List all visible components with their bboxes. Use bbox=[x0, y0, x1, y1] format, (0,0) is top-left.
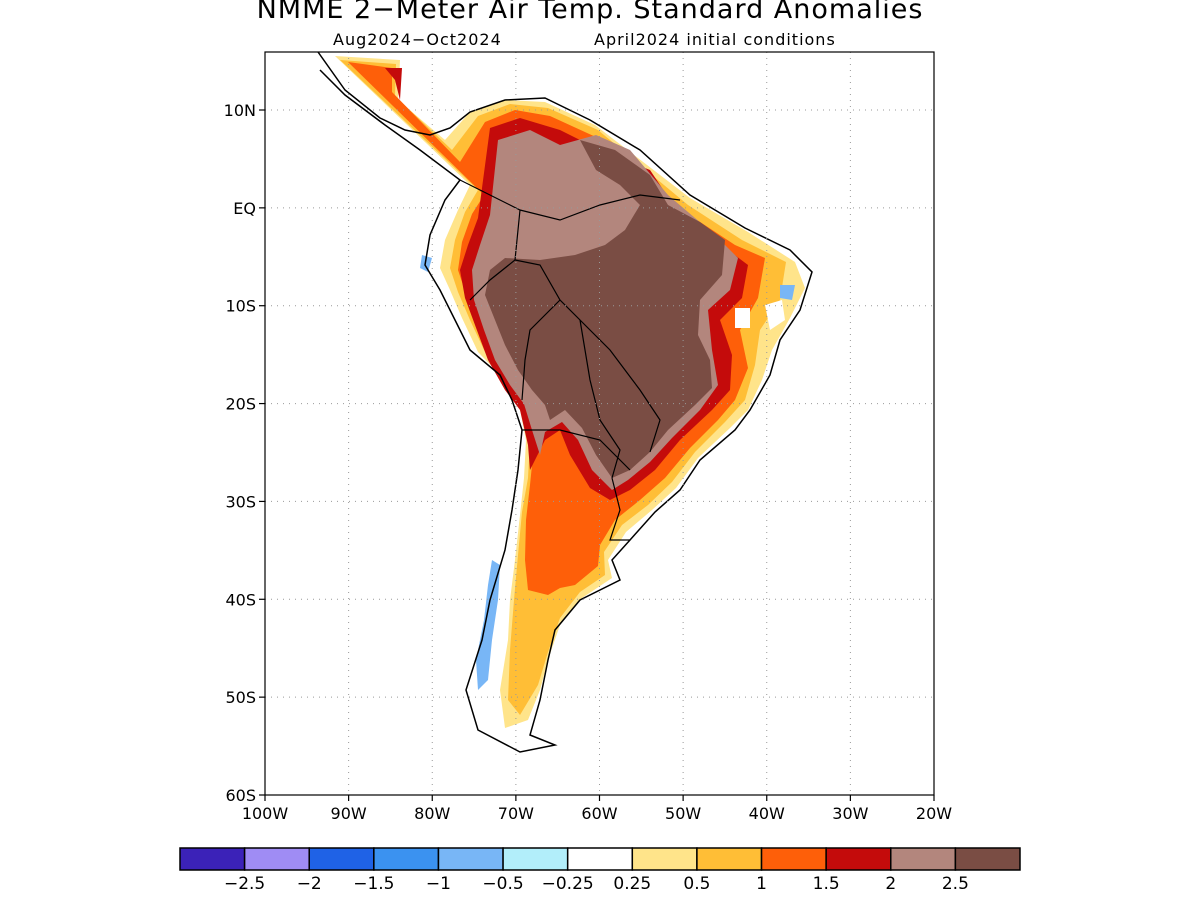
coastline bbox=[317, 52, 813, 753]
anomaly-region-normal-ne bbox=[735, 300, 785, 330]
lat-tick-label: 50S bbox=[225, 688, 256, 707]
anomaly-field bbox=[300, 52, 813, 753]
lat-tick-label: 10N bbox=[224, 101, 256, 120]
colorbar-label: −1.5 bbox=[353, 874, 394, 894]
colorbar-swatch bbox=[243, 847, 310, 871]
colorbar-swatch bbox=[566, 847, 634, 871]
lat-tick-label: 40S bbox=[225, 590, 256, 609]
lon-tick-label: 70W bbox=[498, 804, 534, 823]
colorbar-label: −0.5 bbox=[482, 874, 523, 894]
colorbar-swatch bbox=[696, 847, 763, 871]
chart-title: NMME 2−Meter Air Temp. Standard Anomalie… bbox=[256, 0, 924, 25]
colorbar-label: 0.5 bbox=[683, 874, 710, 894]
colorbar-swatch bbox=[890, 847, 957, 871]
lat-tick-label: 10S bbox=[225, 297, 256, 316]
colorbar-swatch bbox=[502, 847, 569, 871]
colorbar-swatch bbox=[825, 847, 892, 871]
colorbar-label: −2.5 bbox=[224, 874, 265, 894]
colorbar-label: 2.5 bbox=[942, 874, 969, 894]
anomaly-region-above-2.5 bbox=[485, 140, 725, 478]
country-borders bbox=[459, 179, 681, 541]
lat-tick-label: EQ bbox=[233, 199, 256, 218]
colorbar-swatch bbox=[179, 847, 246, 871]
colorbar-label: −2 bbox=[297, 874, 322, 894]
colorbar-label: 1.5 bbox=[813, 874, 840, 894]
colorbar-label: −0.25 bbox=[542, 874, 594, 894]
colorbar-swatch bbox=[631, 847, 698, 871]
lat-tick-label: 20S bbox=[225, 395, 256, 414]
colorbar: −2.5 −2 −1.5 −1 −0.5 −0.25 0.25 0.5 1 1.5 2 2.5 bbox=[179, 847, 1021, 894]
colorbar-label: −1 bbox=[426, 874, 451, 894]
colorbar-label: 0.25 bbox=[613, 874, 651, 894]
colorbar-label: 2 bbox=[885, 874, 896, 894]
forecast-period: Aug2024−Oct2024 bbox=[333, 30, 502, 49]
lon-tick-label: 30W bbox=[832, 804, 868, 823]
lat-tick-label: 60S bbox=[225, 786, 256, 805]
colorbar-label: 1 bbox=[756, 874, 767, 894]
lon-tick-label: 60W bbox=[581, 804, 617, 823]
colorbar-swatch bbox=[954, 847, 1021, 871]
initial-conditions: April2024 initial conditions bbox=[594, 30, 836, 49]
lon-tick-label: 40W bbox=[749, 804, 785, 823]
colorbar-swatch bbox=[373, 847, 440, 871]
colorbar-swatch bbox=[308, 847, 375, 871]
lat-tick-label: 30S bbox=[225, 492, 256, 511]
lon-tick-label: 90W bbox=[331, 804, 367, 823]
colorbar-swatch bbox=[760, 847, 827, 871]
lon-tick-label: 100W bbox=[242, 804, 289, 823]
lon-tick-label: 50W bbox=[665, 804, 701, 823]
colorbar-swatch bbox=[437, 847, 504, 871]
lon-tick-label: 80W bbox=[414, 804, 450, 823]
lon-tick-label: 20W bbox=[916, 804, 952, 823]
